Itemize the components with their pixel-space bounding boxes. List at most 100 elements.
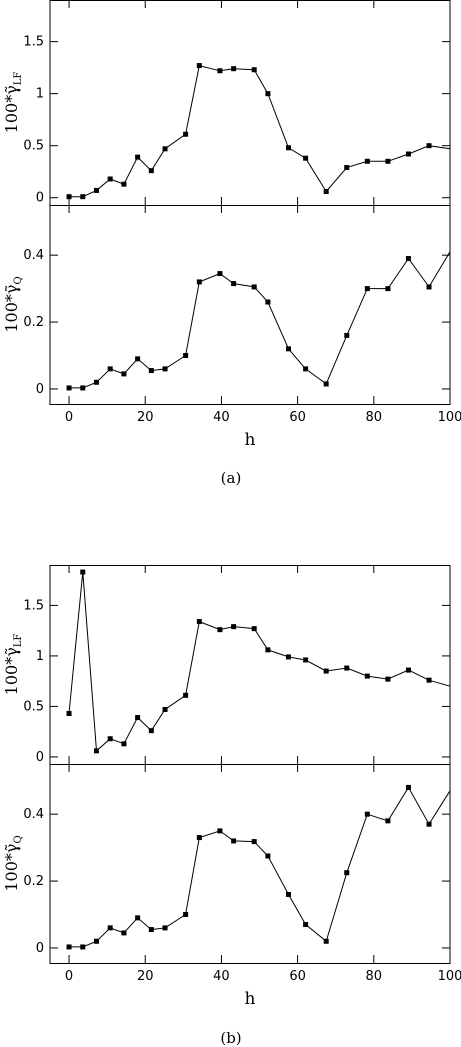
data-point [121,181,127,187]
data-point [196,619,202,625]
data-point [196,279,202,285]
data-point [80,944,86,950]
y-tick-label: 1 [36,87,44,102]
data-point [385,286,391,292]
x-tick-label: 20 [137,969,154,984]
y-tick-label: 0.5 [23,139,44,154]
data-point [303,366,309,372]
data-point [217,627,223,633]
plot-frame [49,565,451,765]
data-point [426,821,432,827]
y-tick-label: 0 [36,941,44,956]
data-point [217,828,223,834]
data-point [121,741,127,747]
data-point [385,158,391,164]
data-point [162,706,168,712]
data-point [231,624,237,630]
data-point [344,665,350,671]
y-axis-title: 100*γ̃LF [2,634,24,696]
caption-b: (b) [220,1029,241,1047]
series-line-1 [69,786,451,948]
x-tick-label: 80 [366,410,383,425]
data-point [66,385,72,391]
x-tick-label: 0 [65,410,73,425]
data-point [251,284,257,290]
data-point [265,91,271,97]
data-point [162,366,168,372]
data-point [285,891,291,897]
data-point [162,925,168,931]
data-point [217,271,223,277]
series-line-1 [69,64,451,198]
data-point [285,346,291,352]
data-point [80,385,86,391]
data-point [265,299,271,305]
data-point [231,66,237,72]
chart-panel-2: 0 0.2 0.4 0 20 40 60 80 100 100*γ̃Q h [2,205,461,450]
data-point [426,677,432,683]
x-tick-label: 20 [137,410,154,425]
data-point [364,673,370,679]
data-point [217,68,223,74]
data-point [405,256,411,262]
caption-a: (a) [221,469,242,487]
data-point [80,569,86,575]
data-point [265,853,271,859]
chart-panel-1: 0 0.5 1 1.5 100*γ̃LF [2,0,451,206]
data-point [323,188,329,194]
series-line-1 [69,251,451,389]
data-point [285,654,291,660]
y-tick-label: 1.5 [23,35,44,50]
data-point [303,922,309,928]
data-point [364,158,370,164]
data-point [385,676,391,682]
data-point [148,728,154,734]
data-point [93,748,99,754]
data-point [344,870,350,876]
y-tick-label: 0.4 [23,807,44,822]
data-point [426,284,432,290]
data-point [107,366,113,372]
data-point [107,736,113,742]
data-point [66,944,72,950]
data-point [135,356,141,362]
data-point [405,151,411,157]
x-tick-label: 60 [289,410,306,425]
y-tick-label: 0 [36,382,44,397]
data-point [148,927,154,933]
data-point [196,835,202,841]
series-line-1 [68,572,451,752]
y-tick-label: 0.2 [23,874,44,889]
data-point [231,838,237,844]
data-point [135,154,141,160]
data-point [364,811,370,817]
data-point [93,379,99,385]
y-tick-label: 0.4 [23,248,44,263]
y-axis-title: 100*γ̃Q [2,835,24,891]
x-tick-label: 100 [438,410,461,425]
data-point [251,839,257,845]
data-point [405,667,411,673]
data-point [251,67,257,73]
y-tick-label: 0 [36,750,44,765]
data-point [183,131,189,137]
data-point [344,165,350,171]
x-axis-title: h [245,430,256,450]
plot-frame [49,0,451,206]
x-tick-label: 40 [213,969,230,984]
data-point [364,286,370,292]
data-point [231,281,237,287]
data-point [265,647,271,653]
data-point [121,371,127,377]
x-axis-title: h [245,989,256,1009]
data-point [80,194,86,200]
y-tick-label: 1.5 [23,598,44,613]
data-point [196,63,202,69]
data-point [148,368,154,374]
x-tick-label: 100 [438,969,461,984]
data-point [135,715,141,721]
y-tick-label: 0.2 [23,315,44,330]
data-point [135,915,141,921]
data-point [323,381,329,387]
